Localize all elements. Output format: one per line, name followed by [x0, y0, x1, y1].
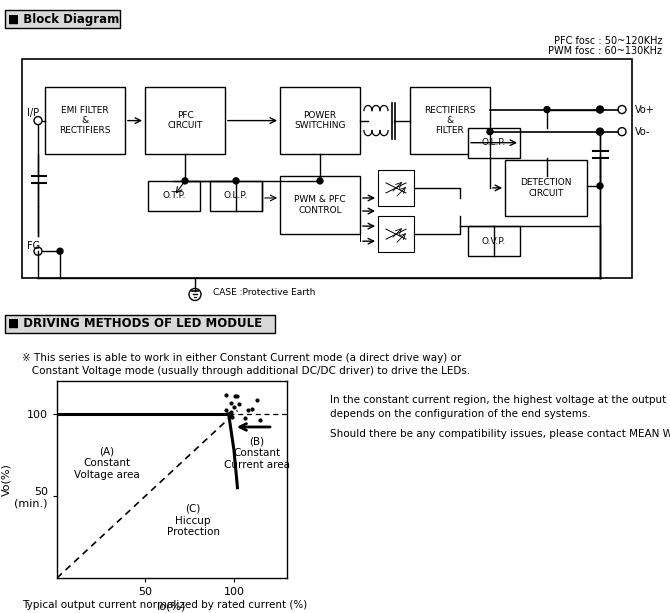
- Text: (C)
Hiccup
Protection: (C) Hiccup Protection: [167, 504, 220, 537]
- Text: ■ Block Diagram: ■ Block Diagram: [8, 13, 119, 26]
- Circle shape: [596, 128, 604, 135]
- Bar: [148, 181, 200, 211]
- Text: (B)
Constant
Current area: (B) Constant Current area: [224, 436, 290, 470]
- Bar: [378, 170, 414, 206]
- Point: [220, 406, 231, 416]
- Bar: [22, 59, 632, 278]
- Point: [255, 415, 265, 425]
- Bar: [45, 88, 125, 154]
- Point: [228, 402, 239, 411]
- Text: RECTIFIERS
&
FILTER: RECTIFIERS & FILTER: [424, 105, 476, 135]
- Point: [243, 405, 254, 415]
- Circle shape: [544, 107, 550, 113]
- Text: O.T.P.: O.T.P.: [162, 191, 186, 200]
- Bar: [280, 176, 360, 234]
- Text: Vo+: Vo+: [635, 105, 655, 115]
- Bar: [5, 314, 275, 333]
- Bar: [378, 216, 414, 252]
- Text: DETECTION
CIRCUIT: DETECTION CIRCUIT: [520, 178, 572, 197]
- Text: PFC fosc : 50~120KHz: PFC fosc : 50~120KHz: [553, 36, 662, 46]
- Point: [226, 398, 237, 408]
- Text: PWM fosc : 60~130KHz: PWM fosc : 60~130KHz: [548, 46, 662, 56]
- Circle shape: [57, 248, 63, 254]
- Circle shape: [596, 106, 604, 113]
- Circle shape: [597, 183, 603, 189]
- Point: [225, 407, 236, 417]
- Bar: [5, 10, 120, 28]
- Point: [226, 412, 237, 422]
- Text: ※ This series is able to work in either Constant Current mode (a direct drive wa: ※ This series is able to work in either …: [22, 352, 461, 363]
- Text: In the constant current region, the highest voltage at the output of the driver: In the constant current region, the high…: [330, 395, 670, 405]
- Bar: [505, 160, 587, 216]
- Point: [240, 413, 251, 422]
- Circle shape: [233, 178, 239, 184]
- Text: Vo-: Vo-: [635, 127, 651, 137]
- Text: POWER
SWITCHING: POWER SWITCHING: [294, 111, 346, 131]
- Bar: [410, 88, 490, 154]
- Point: [247, 405, 257, 414]
- Bar: [210, 181, 262, 211]
- Point: [229, 391, 240, 401]
- Text: I/P: I/P: [27, 107, 39, 118]
- Text: (A)
Constant
Voltage area: (A) Constant Voltage area: [74, 446, 139, 480]
- Text: O.V.P.: O.V.P.: [482, 237, 506, 246]
- Point: [234, 399, 245, 409]
- Text: Typical output current normalized by rated current (%): Typical output current normalized by rat…: [22, 600, 308, 610]
- Point: [232, 391, 243, 401]
- Bar: [280, 88, 360, 154]
- Text: Constant Voltage mode (usually through additional DC/DC driver) to drive the LED: Constant Voltage mode (usually through a…: [22, 366, 470, 376]
- Text: PFC
CIRCUIT: PFC CIRCUIT: [168, 111, 203, 131]
- Circle shape: [487, 129, 493, 135]
- Text: Should there be any compatibility issues, please contact MEAN WELL.: Should there be any compatibility issues…: [330, 429, 670, 439]
- Circle shape: [317, 178, 323, 184]
- Text: EMI FILTER
&
RECTIFIERS: EMI FILTER & RECTIFIERS: [59, 105, 111, 135]
- Text: O.L.P.: O.L.P.: [224, 191, 248, 200]
- Text: depends on the configuration of the end systems.: depends on the configuration of the end …: [330, 409, 591, 419]
- Bar: [468, 128, 520, 158]
- Y-axis label: Vo(%): Vo(%): [2, 463, 11, 496]
- Point: [220, 390, 231, 400]
- X-axis label: Io(%): Io(%): [157, 601, 187, 611]
- Circle shape: [182, 178, 188, 184]
- Point: [251, 395, 262, 405]
- Bar: [468, 226, 520, 256]
- Bar: [145, 88, 225, 154]
- Text: FG: FG: [27, 241, 40, 251]
- Text: CASE :Protective Earth: CASE :Protective Earth: [213, 288, 316, 297]
- Text: O.L.P.: O.L.P.: [482, 138, 506, 147]
- Text: ■ DRIVING METHODS OF LED MODULE: ■ DRIVING METHODS OF LED MODULE: [8, 317, 262, 330]
- Text: PWM & PFC
CONTROL: PWM & PFC CONTROL: [294, 196, 346, 215]
